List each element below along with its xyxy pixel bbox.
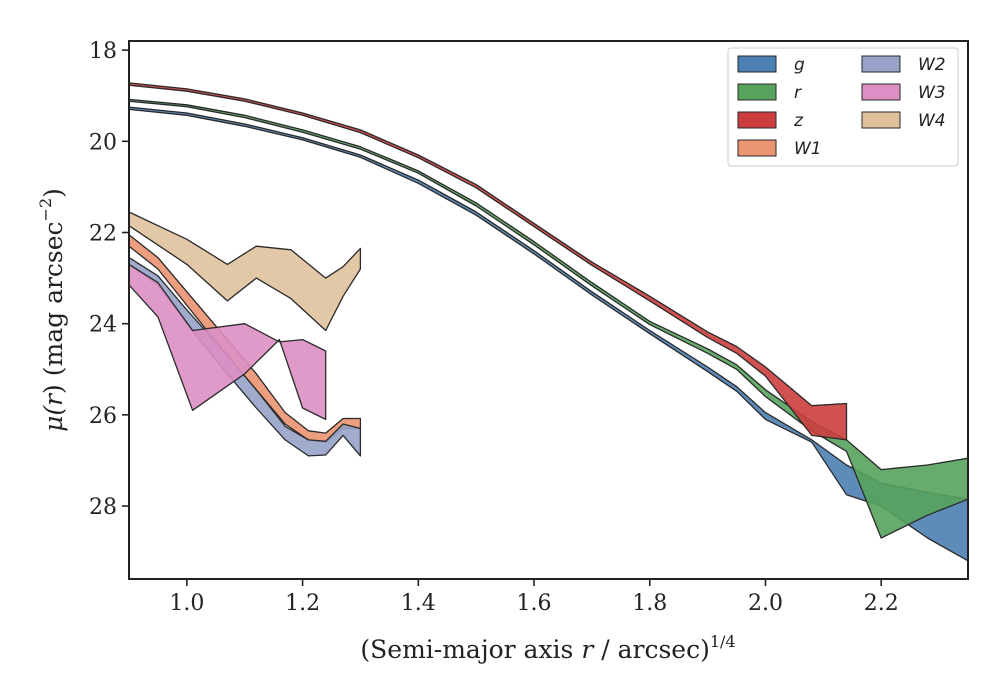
y-tick-label: 28 [89, 495, 117, 520]
legend-frame [727, 47, 959, 167]
y-axis-label-exponent: −2 [36, 198, 55, 222]
plot-frame [128, 40, 969, 580]
legend-swatch-r [737, 83, 777, 101]
x-tick-label: 2.2 [864, 591, 899, 616]
y-axis-label-mu: μ( [39, 405, 68, 432]
legend-swatch-w3 [861, 83, 901, 101]
x-axis-label-var: r [581, 635, 595, 664]
x-tick-label: 1.8 [632, 591, 667, 616]
legend-swatch-w4 [861, 111, 901, 129]
legend: grz W1 W2 W3 W4 [727, 47, 959, 167]
x-axis-label: (Semi-major axis r / arcsec)1/4 [360, 632, 735, 664]
y-tick-label: 20 [89, 130, 117, 155]
legend-items: grz W1 W2 W3 W4 [737, 55, 946, 159]
y-tick-label: 22 [89, 221, 117, 246]
x-tick-label: 1.2 [285, 591, 320, 616]
x-tick-label: 2.0 [748, 591, 783, 616]
legend-swatch-w1 [737, 139, 777, 157]
legend-label-z: z [793, 111, 804, 131]
x-axis-label-exponent: 1/4 [710, 632, 736, 651]
y-tick-label: 18 [89, 39, 117, 64]
legend-label-w3: W3 [918, 83, 946, 103]
y-axis-label-var: r [39, 392, 68, 406]
legend-label-w1: W1 [794, 139, 822, 159]
series-band-w4 [128, 211, 362, 332]
y-axis-label: μ(r) (mag arcsec−2) [36, 188, 68, 432]
legend-swatch-z [737, 111, 777, 129]
x-axis-label-suffix: / arcsec) [593, 635, 710, 664]
y-axis-label-close: ) [39, 188, 68, 198]
y-tick-label: 26 [89, 404, 117, 429]
x-tick-label: 1.6 [517, 591, 552, 616]
y-axis-label-suffix: ) (mag arcsec [39, 221, 68, 394]
series-layer [128, 82, 969, 562]
series-band-z [128, 82, 848, 441]
legend-swatch-g [737, 55, 777, 73]
legend-label-w2: W2 [918, 55, 946, 75]
x-tick-label: 1.0 [169, 591, 204, 616]
ticks-layer: 1.0 1.2 1.4 1.6 1.8 2.0 2.2 18 20 22 24 26 28 [89, 39, 899, 616]
legend-label-g: g [794, 55, 805, 75]
series-band-w3 [128, 263, 327, 421]
legend-label-r: r [794, 83, 802, 103]
x-axis-label-prefix: (Semi-major axis [360, 635, 581, 664]
y-tick-label: 24 [89, 313, 117, 338]
x-tick-label: 1.4 [401, 591, 436, 616]
legend-swatch-w2 [861, 55, 901, 73]
legend-label-w4: W4 [918, 111, 946, 131]
